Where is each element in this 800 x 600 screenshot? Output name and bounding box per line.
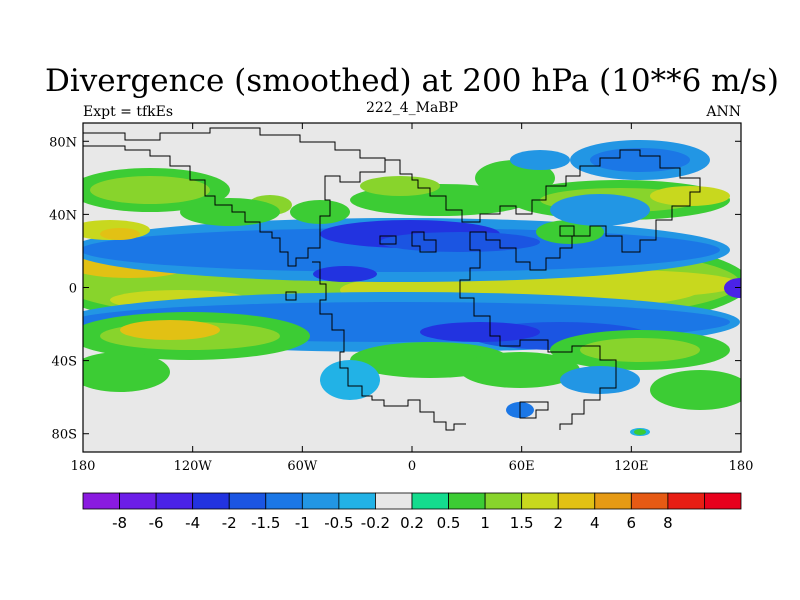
colorbar-swatch bbox=[484, 492, 523, 510]
colorbar-swatch bbox=[594, 492, 632, 510]
experiment-label: Expt = tfkEs bbox=[83, 104, 173, 120]
colorbar-swatch bbox=[630, 492, 669, 510]
colorbar-swatch bbox=[228, 492, 267, 510]
colorbar-label: -6 bbox=[149, 514, 164, 532]
colorbar-swatch bbox=[667, 492, 705, 510]
colorbar-swatch bbox=[521, 492, 559, 510]
colorbar-label: -0.2 bbox=[361, 514, 390, 532]
colorbar-label: 0.2 bbox=[400, 514, 424, 532]
colorbar-swatch bbox=[338, 492, 376, 510]
x-tick-label: 180 bbox=[71, 459, 96, 474]
coastline-outline bbox=[83, 127, 701, 431]
colorbar-swatch bbox=[375, 492, 413, 510]
case-label: 222_4_MaBP bbox=[366, 100, 458, 116]
colorbar-swatch bbox=[265, 492, 303, 510]
colorbar-label: -1.5 bbox=[251, 514, 280, 532]
x-tick-label: 180 bbox=[729, 459, 754, 474]
colorbar-label: 0.5 bbox=[437, 514, 461, 532]
x-tick-label: 0 bbox=[408, 459, 416, 474]
colorbar-label: 1.5 bbox=[510, 514, 534, 532]
y-tick-label: 40N bbox=[49, 208, 77, 223]
colorbar-swatch bbox=[557, 492, 596, 510]
contour-fields bbox=[83, 140, 741, 436]
chart-title: Divergence (smoothed) at 200 hPa (10**6 … bbox=[45, 63, 779, 99]
colorbar-swatch bbox=[192, 492, 230, 510]
colorbar-label: -4 bbox=[185, 514, 200, 532]
colorbar-label: 2 bbox=[553, 514, 563, 532]
x-tick-label: 120W bbox=[174, 459, 213, 474]
colorbar-label: 6 bbox=[627, 514, 637, 532]
colorbar-swatch bbox=[119, 492, 157, 510]
x-tick-label: 60E bbox=[509, 459, 535, 474]
season-label: ANN bbox=[705, 104, 741, 120]
map-plot-area: 180 120W 60W 0 60E 120E 180 80N 40N 0 40S 80S bbox=[49, 122, 753, 474]
colorbar-label: -0.5 bbox=[324, 514, 353, 532]
colorbar-swatch bbox=[82, 492, 120, 510]
y-tick-label: 80N bbox=[49, 135, 77, 150]
y-tick-label: 40S bbox=[52, 355, 77, 370]
colorbar-swatch bbox=[411, 492, 449, 510]
x-tick-label: 60W bbox=[287, 459, 318, 474]
colorbar-label: 1 bbox=[480, 514, 490, 532]
colorbar-label: -2 bbox=[222, 514, 237, 532]
colorbar-label: 4 bbox=[590, 514, 600, 532]
colorbar: -8 -6 -4 -2 -1.5 -1 -0.5 -0.2 0.2 0.5 1 1.5 2 4 6 8 bbox=[82, 492, 742, 532]
y-tick-label: 0 bbox=[69, 282, 77, 297]
axis-ticks: 180 120W 60W 0 60E 120E 180 80N 40N 0 40S 80S bbox=[49, 123, 753, 474]
colorbar-swatch bbox=[704, 492, 742, 510]
colorbar-label: -8 bbox=[112, 514, 127, 532]
y-tick-label: 80S bbox=[52, 428, 77, 443]
colorbar-label: 8 bbox=[663, 514, 673, 532]
colorbar-label: -1 bbox=[295, 514, 310, 532]
colorbar-swatch bbox=[301, 492, 340, 510]
colorbar-swatch bbox=[155, 492, 194, 510]
colorbar-swatch bbox=[448, 492, 486, 510]
x-tick-label: 120E bbox=[614, 459, 648, 474]
